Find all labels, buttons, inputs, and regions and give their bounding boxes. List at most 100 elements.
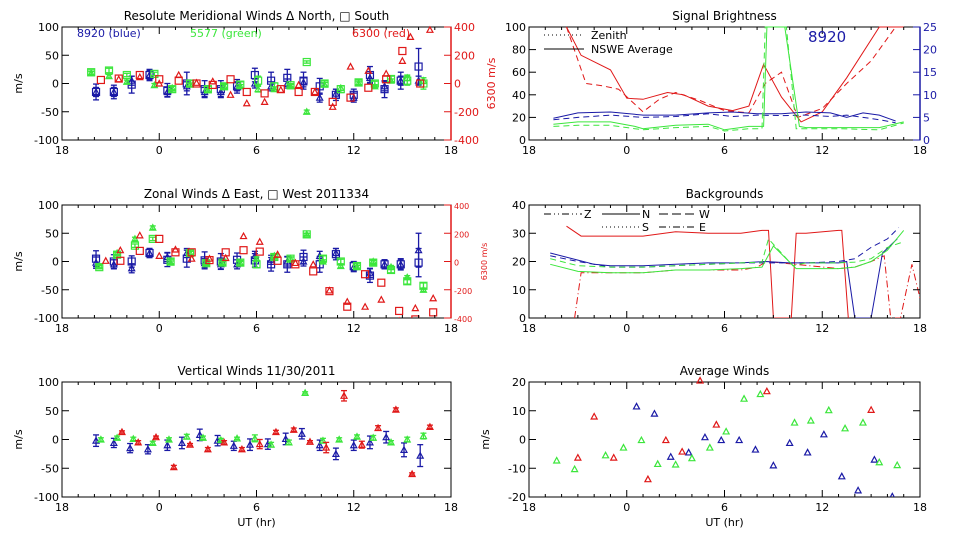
x-tick-label: 18 (444, 322, 458, 335)
data-point-triangle (203, 86, 212, 94)
data-point-triangle (236, 82, 245, 90)
data-point-triangle (155, 251, 164, 259)
x-tick-label: 12 (815, 322, 829, 335)
data-point-triangle (352, 262, 362, 271)
data-point-square (302, 57, 311, 67)
data-point-triangle (148, 438, 157, 447)
data-point-triangle (270, 84, 279, 93)
data-point-square (254, 76, 263, 85)
data-point-triangle (318, 257, 327, 265)
data-point-triangle (678, 447, 687, 455)
data-point-triangle (205, 254, 214, 262)
data-point-square (226, 75, 235, 84)
data-point-triangle (619, 443, 628, 451)
y-tick-label: -20 (508, 491, 526, 504)
data-point-triangle (429, 293, 438, 302)
data-point-triangle (696, 376, 705, 384)
data-point-triangle (95, 261, 104, 270)
data-point-square (416, 79, 425, 88)
data-point-square (398, 46, 407, 56)
data-point-triangle (369, 433, 378, 441)
y2-tick-label: 0 (923, 134, 930, 147)
data-point-square (135, 246, 144, 256)
legend-label: W (699, 208, 710, 221)
data-point-triangle (301, 388, 310, 397)
data-point-triangle (740, 394, 749, 402)
data-point-square (309, 267, 318, 276)
data-point-triangle (148, 223, 157, 231)
data-point-triangle (127, 76, 136, 84)
y-tick-label: -100 (34, 491, 59, 504)
data-point-triangle (684, 448, 693, 456)
data-point-triangle (267, 440, 276, 448)
data-point-triangle (305, 437, 314, 445)
chart-title: Vertical Winds 11/30/2011 (177, 364, 335, 378)
data-point-triangle (687, 453, 696, 462)
data-point-triangle (806, 416, 815, 424)
data-point-triangle (735, 435, 744, 444)
x-tick-label: 0 (156, 501, 163, 514)
y-tick-label: 50 (45, 227, 59, 240)
data-point-triangle (406, 32, 415, 40)
data-point-triangle (203, 445, 212, 453)
y2-tick-label: 5 (923, 111, 930, 124)
data-point-triangle (875, 457, 884, 466)
x-tick-label: 0 (156, 144, 163, 157)
data-point-triangle (318, 436, 327, 444)
data-point-triangle (336, 261, 345, 270)
data-point-triangle (310, 87, 319, 96)
y-tick-label: 0 (52, 434, 59, 447)
x-tick-label: 6 (721, 501, 728, 514)
data-point-triangle (858, 418, 867, 426)
y2-tick-label: 10 (923, 89, 937, 102)
data-point-triangle (382, 432, 391, 441)
data-point-triangle (129, 434, 138, 443)
series-line-green (553, 26, 904, 132)
series-line-red (574, 255, 920, 318)
data-point-triangle (361, 302, 370, 310)
y2-tick-label: 200 (454, 49, 475, 62)
data-point-triangle (291, 258, 300, 267)
data-point-triangle (239, 231, 248, 240)
data-point-triangle (352, 432, 362, 440)
x-tick-label: 12 (347, 144, 361, 157)
data-point-triangle (398, 316, 400, 318)
data-point-triangle (419, 431, 428, 440)
x-tick-label: 18 (522, 322, 536, 335)
data-point-triangle (155, 79, 164, 87)
x-tick-label: 6 (721, 144, 728, 157)
data-point-triangle (127, 264, 136, 272)
data-point-triangle (370, 82, 379, 90)
data-point-triangle (819, 430, 828, 438)
data-point-triangle (552, 456, 561, 464)
data-layer (87, 25, 434, 115)
series-line-green (553, 26, 904, 131)
data-point-triangle (187, 254, 196, 262)
chart-title: Average Winds (680, 364, 770, 378)
chart-average: Average Winds 18 0 6 12 18 UT (hr) 20 10 0 -10 -20 m… (479, 364, 927, 529)
y2-tick-label: -200 (454, 287, 472, 296)
y2-axis-label: 6300 m/s (480, 243, 489, 281)
data-point-triangle (380, 82, 389, 90)
x-tick-label: 6 (253, 501, 260, 514)
x-tick-label: 0 (623, 322, 630, 335)
data-point-triangle (328, 102, 337, 110)
data-point-triangle (145, 248, 154, 257)
data-point-triangle (354, 79, 363, 87)
data-layer (92, 388, 434, 478)
y2-tick-label: 0 (454, 78, 461, 91)
data-point-square (260, 89, 269, 98)
data-point-triangle (252, 254, 261, 262)
data-point-triangle (117, 427, 126, 436)
data-point-triangle (570, 464, 579, 473)
data-point-triangle (177, 438, 186, 447)
data-point-triangle (143, 445, 152, 453)
data-point-triangle (408, 469, 417, 478)
data-point-square (135, 70, 144, 80)
data-point-triangle (590, 412, 599, 420)
data-point-triangle (134, 438, 143, 446)
chart-title: Resolute Meridional Winds Δ North, □ Sou… (124, 9, 390, 23)
y-axis-label: m/s (12, 429, 25, 449)
data-point-square (411, 315, 420, 318)
